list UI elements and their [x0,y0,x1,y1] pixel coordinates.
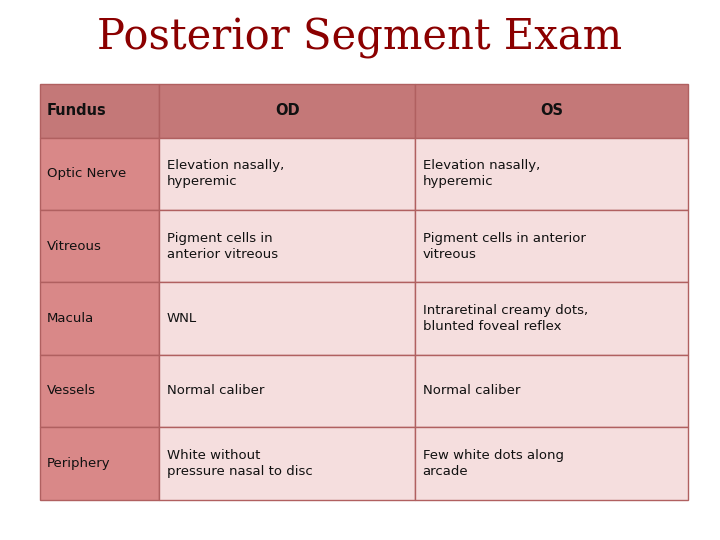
Text: Optic Nerve: Optic Nerve [47,167,126,180]
Text: Pigment cells in
anterior vitreous: Pigment cells in anterior vitreous [166,232,278,261]
Bar [415,355,688,427]
Bar [40,355,160,427]
Text: Normal caliber: Normal caliber [166,384,264,397]
Bar [40,84,160,138]
Text: Normal caliber: Normal caliber [423,384,520,397]
Text: Periphery: Periphery [47,457,110,470]
Bar [160,355,415,427]
Bar [415,282,688,355]
Text: Few white dots along
arcade: Few white dots along arcade [423,449,564,478]
Bar [160,84,415,138]
Text: Vitreous: Vitreous [47,240,102,253]
Text: Fundus: Fundus [47,103,107,118]
Bar [415,210,688,282]
Bar [160,282,415,355]
Bar [415,84,688,138]
Text: OD: OD [275,103,300,118]
Bar [160,210,415,282]
Text: Macula: Macula [47,312,94,325]
Bar [160,427,415,500]
Bar [415,427,688,500]
Text: Vessels: Vessels [47,384,96,397]
Text: Elevation nasally,
hyperemic: Elevation nasally, hyperemic [166,159,284,188]
Bar [40,138,160,210]
Bar [160,138,415,210]
Text: White without
pressure nasal to disc: White without pressure nasal to disc [166,449,312,478]
Text: Posterior Segment Exam: Posterior Segment Exam [97,17,623,59]
Text: Intraretinal creamy dots,
blunted foveal reflex: Intraretinal creamy dots, blunted foveal… [423,304,588,333]
Bar [40,427,160,500]
Text: Elevation nasally,
hyperemic: Elevation nasally, hyperemic [423,159,540,188]
Text: OS: OS [540,103,563,118]
Bar [415,138,688,210]
Bar [40,282,160,355]
Text: Pigment cells in anterior
vitreous: Pigment cells in anterior vitreous [423,232,585,261]
Bar [40,210,160,282]
Text: WNL: WNL [166,312,197,325]
